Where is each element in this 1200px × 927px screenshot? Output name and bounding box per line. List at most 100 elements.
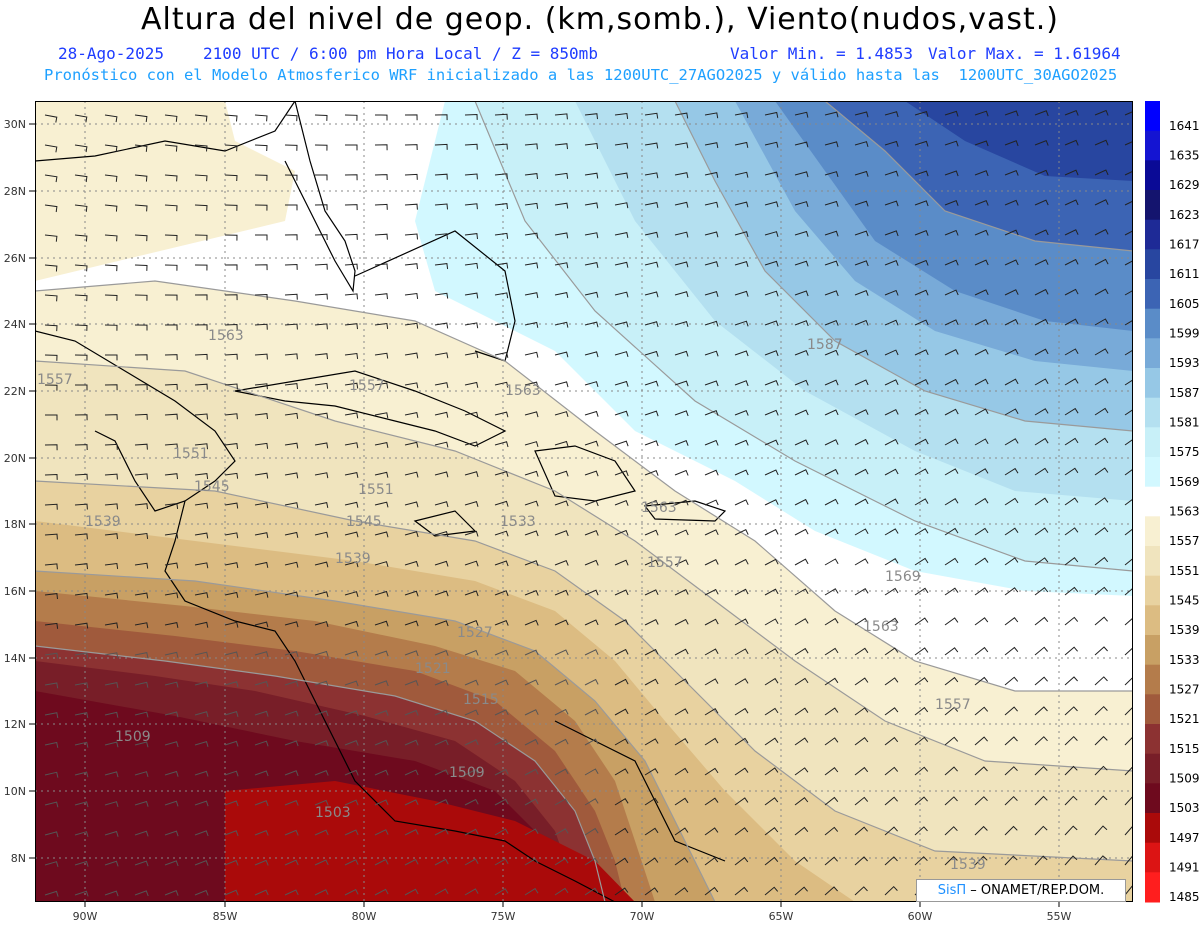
wind-barb: [824, 260, 839, 267]
colorbar-swatch: [1145, 783, 1160, 814]
colorbar-label: 1611: [1169, 267, 1200, 281]
wind-barb: [254, 710, 269, 717]
wind-barb: [1064, 706, 1078, 716]
wind-barb: [434, 828, 449, 836]
wind-barb: [674, 648, 689, 656]
wind-barb: [764, 141, 779, 148]
colorbar-label: 1617: [1169, 238, 1200, 252]
wind-barb: [134, 144, 148, 152]
colorbar-swatch: [1145, 249, 1160, 280]
wind-barb: [674, 320, 689, 327]
wind-barb: [1064, 437, 1079, 446]
wind-barb: [254, 829, 269, 836]
wind-barb: [1004, 229, 1019, 236]
colorbar-swatch: [1145, 694, 1160, 725]
wind-barb: [1064, 825, 1078, 836]
wind-barb: [254, 114, 268, 122]
wind-barb: [494, 590, 509, 597]
wind-barb: [314, 472, 329, 479]
wind-barb: [524, 589, 539, 596]
wind-barb: [194, 532, 209, 539]
wind-barb: [314, 353, 328, 360]
wind-barb: [974, 676, 989, 686]
wind-barb: [494, 739, 509, 746]
wind-barb: [134, 711, 149, 718]
wind-barb: [404, 709, 419, 716]
wind-barb: [134, 114, 148, 122]
wind-barb: [524, 768, 539, 776]
wind-barb: [1064, 735, 1078, 746]
wind-barb: [974, 468, 989, 476]
wind-barb: [824, 409, 839, 416]
wind-barb: [344, 204, 358, 211]
wind-barb: [974, 259, 989, 266]
wind-barb: [45, 414, 58, 421]
wind-barb: [314, 382, 329, 389]
wind-barb: [74, 592, 89, 599]
colorbar-label: 1515: [1169, 742, 1200, 756]
wind-barb: [464, 143, 478, 150]
wind-barb: [104, 830, 119, 837]
wind-barb: [284, 383, 298, 390]
wind-barb: [734, 112, 749, 119]
wind-barb: [434, 322, 449, 329]
wind-barb: [74, 444, 88, 451]
wind-barb: [704, 439, 719, 446]
wind-barb: [704, 201, 719, 208]
wind-barb: [584, 827, 599, 836]
wind-barb: [224, 681, 239, 688]
wind-barb: [404, 471, 419, 478]
colorbar-swatch: [1145, 872, 1160, 903]
wind-barb: [194, 770, 209, 777]
wind-barb: [944, 647, 959, 656]
wind-barb: [974, 199, 989, 206]
wind-barb: [374, 293, 388, 300]
wind-barb: [404, 739, 419, 746]
wind-barb: [374, 829, 389, 836]
wind-barb: [164, 741, 179, 748]
wind-barb: [704, 529, 719, 536]
wind-barb: [224, 294, 238, 301]
wind-barb: [644, 321, 659, 328]
wind-barb: [674, 738, 689, 746]
wind-barb: [254, 174, 268, 181]
wind-barb: [1034, 646, 1048, 656]
wind-barb: [554, 262, 569, 269]
wind-barb: [524, 619, 539, 626]
wind-barb: [374, 322, 389, 329]
wind-barb: [1094, 825, 1108, 836]
wind-barb: [434, 739, 449, 746]
forecast-time: 2100 UTC / 6:00 pm Hora Local / Z = 850m…: [203, 44, 598, 63]
wind-barb: [464, 173, 478, 180]
wind-barb: [914, 438, 929, 446]
wind-barb: [794, 856, 808, 866]
wind-barb: [404, 590, 419, 597]
wind-barb: [1034, 378, 1049, 386]
wind-barb: [254, 859, 269, 866]
wind-barb: [74, 414, 88, 421]
wind-barb: [1094, 795, 1108, 806]
wind-barb: [1034, 736, 1048, 746]
wind-barb: [974, 140, 989, 147]
wind-barb: [1064, 407, 1079, 416]
wind-barb: [914, 379, 929, 386]
wind-barb: [255, 234, 268, 241]
lat-label: 14N: [4, 652, 26, 665]
wind-barb: [1124, 260, 1133, 266]
wind-barb: [1004, 259, 1019, 266]
wind-barb: [464, 381, 479, 388]
wind-barb: [1124, 795, 1133, 806]
wind-barb: [554, 440, 569, 447]
wind-barb: [1004, 706, 1018, 716]
longitude-axis: 90W 85W 80W 75W 70W 65W 60W 55W: [73, 902, 1072, 923]
wind-barb: [374, 799, 389, 806]
wind-barb: [854, 379, 869, 386]
wind-barb: [884, 409, 899, 416]
wind-barb: [704, 410, 719, 416]
wind-barb: [944, 200, 959, 206]
wind-barb: [494, 649, 509, 656]
wind-barb: [524, 143, 538, 150]
colorbar-swatch: [1145, 279, 1160, 310]
wind-barb: [1034, 348, 1049, 356]
wind-barb: [344, 680, 359, 687]
